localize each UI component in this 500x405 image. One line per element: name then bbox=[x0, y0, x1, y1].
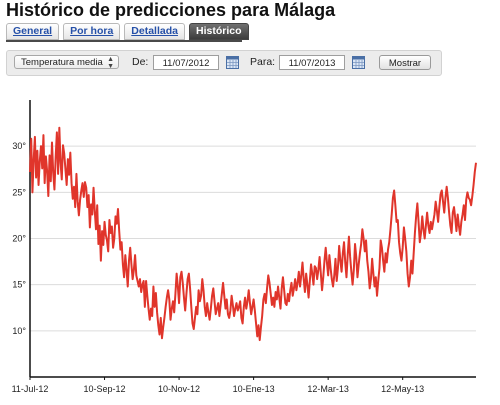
show-button[interactable]: Mostrar bbox=[379, 55, 431, 70]
y-tick-label: 25° bbox=[12, 187, 26, 197]
variable-select-value: Temperatura media bbox=[21, 57, 103, 68]
tab-general[interactable]: General bbox=[6, 23, 60, 40]
to-date-label: Para: bbox=[250, 56, 276, 68]
y-tick-label: 30° bbox=[12, 141, 26, 151]
select-arrows-icon: ▲ ▼ bbox=[107, 56, 114, 70]
x-axis-ticks: 11-Jul-12 10-Sep-12 10-Nov-12 10-Ene-13 12-M… bbox=[12, 377, 424, 394]
y-axis-ticks: 10° 15° 20° 25° 30° bbox=[12, 141, 26, 336]
x-tick-label: 10-Nov-12 bbox=[158, 384, 200, 394]
from-date-input[interactable]: 11/07/2012 bbox=[153, 55, 219, 70]
tab-detallada[interactable]: Detallada bbox=[124, 23, 185, 40]
x-tick-label: 10-Sep-12 bbox=[84, 384, 126, 394]
to-date-input[interactable]: 11/07/2013 bbox=[279, 55, 345, 70]
from-calendar-icon[interactable] bbox=[226, 56, 239, 69]
page-title: Histórico de predicciones para Málaga bbox=[6, 0, 336, 20]
history-toolbar: Temperatura media ▲ ▼ De: 11/07/2012 Para… bbox=[6, 50, 442, 76]
x-tick-label: 12-Mar-13 bbox=[307, 384, 349, 394]
x-tick-label: 11-Jul-12 bbox=[12, 384, 49, 394]
temperature-series-line bbox=[29, 126, 477, 342]
x-tick-label: 10-Ene-13 bbox=[233, 384, 275, 394]
x-tick-label: 12-May-13 bbox=[381, 384, 424, 394]
chart-series bbox=[29, 126, 477, 342]
y-tick-label: 20° bbox=[12, 234, 26, 244]
y-tick-label: 15° bbox=[12, 280, 26, 290]
from-date-label: De: bbox=[132, 56, 149, 68]
tabs-underline bbox=[6, 40, 242, 42]
tab-historico[interactable]: Histórico bbox=[188, 23, 249, 40]
to-calendar-icon[interactable] bbox=[352, 56, 365, 69]
view-tabs: General Por hora Detallada Histórico bbox=[6, 23, 249, 40]
y-tick-label: 10° bbox=[12, 326, 26, 336]
variable-select[interactable]: Temperatura media ▲ ▼ bbox=[14, 55, 119, 70]
tab-por-hora[interactable]: Por hora bbox=[63, 23, 121, 40]
